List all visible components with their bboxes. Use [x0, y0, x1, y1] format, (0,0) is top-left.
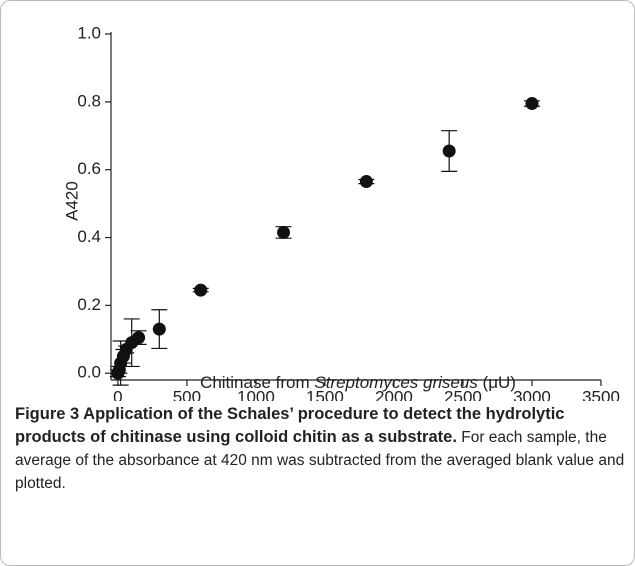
- caption: Figure 3 Application of the Schales’ pro…: [15, 403, 625, 495]
- x-label-part: (μU): [478, 373, 516, 392]
- x-label-part: Chitinase from: [200, 373, 314, 392]
- point: [132, 331, 146, 345]
- y-tick-label: 0.8: [77, 91, 101, 110]
- point: [442, 144, 456, 158]
- y-tick-label: 0.6: [77, 159, 101, 178]
- point: [152, 322, 166, 336]
- x-tick-label: 2000: [375, 387, 413, 401]
- chart: A420 Chitinase from Streptomyces griseus…: [62, 23, 620, 401]
- x-tick-label: 3500: [582, 387, 620, 401]
- caption-title: Figure 3 Application of the Schales’ pro…: [15, 405, 565, 446]
- point: [194, 283, 208, 297]
- x-tick-label: 500: [173, 387, 201, 401]
- x-tick-label: 0: [113, 387, 122, 401]
- point: [359, 175, 373, 189]
- y-tick-label: 0.2: [77, 295, 101, 314]
- caption-text: For each sample, the average of the abso…: [15, 429, 625, 492]
- y-tick-label: 0.0: [77, 363, 101, 382]
- x-axis-label: Chitinase from Streptomyces griseus (μU): [200, 373, 516, 392]
- y-tick-label: 0.4: [77, 227, 101, 246]
- point: [525, 97, 539, 111]
- point: [277, 225, 291, 239]
- x-label-part: Streptomyces griseus: [314, 373, 478, 392]
- y-axis-label: A420: [62, 181, 81, 221]
- x-tick-label: 1000: [237, 387, 275, 401]
- x-tick-label: 3000: [513, 387, 551, 401]
- x-tick-label: 1500: [306, 387, 344, 401]
- x-tick-label: 2500: [444, 387, 482, 401]
- y-tick-label: 1.0: [77, 23, 101, 42]
